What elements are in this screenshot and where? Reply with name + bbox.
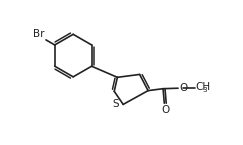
Text: Br: Br [33, 29, 44, 39]
Text: O: O [179, 83, 187, 93]
Text: S: S [112, 99, 119, 109]
Text: O: O [161, 105, 169, 115]
Text: 3: 3 [202, 87, 207, 93]
Text: CH: CH [195, 83, 211, 93]
